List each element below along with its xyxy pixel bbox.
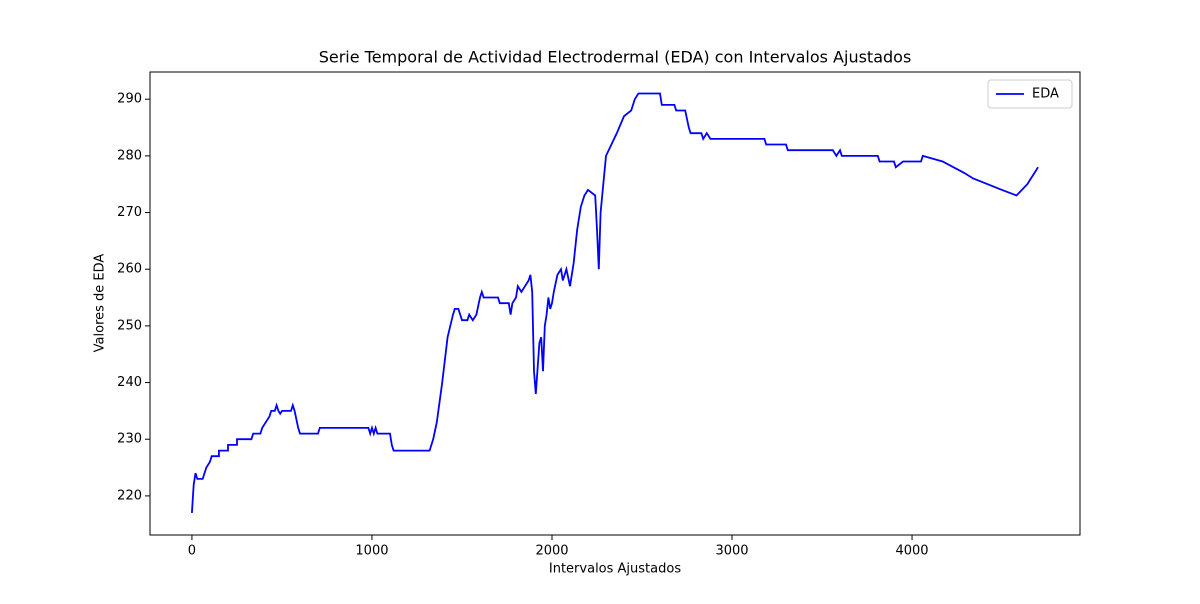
legend-label: EDA (1032, 87, 1059, 102)
x-tick-label: 2000 (535, 544, 568, 559)
x-tick-label: 4000 (895, 544, 928, 559)
legend-box (987, 79, 1073, 109)
y-tick-label: 230 (117, 432, 142, 447)
x-tick-label: 3000 (715, 544, 748, 559)
data-line (191, 92, 1039, 513)
y-axis-label: Valores de EDA (93, 254, 108, 353)
x-axis-label: Intervalos Ajustados (549, 562, 681, 577)
y-tick-label: 290 (117, 92, 142, 107)
x-tick-label: 1000 (355, 544, 388, 559)
y-tick-label: 280 (117, 148, 142, 163)
x-tick-label: 0 (188, 544, 196, 559)
y-tick-label: 250 (117, 318, 142, 333)
y-tick-label: 270 (117, 205, 142, 220)
chart-title: Serie Temporal de Actividad Electroderma… (319, 48, 912, 67)
y-tick-label: 240 (117, 375, 142, 390)
y-tick-label: 220 (117, 488, 142, 503)
plot-frame (149, 71, 1081, 536)
y-tick-label: 260 (117, 262, 142, 277)
